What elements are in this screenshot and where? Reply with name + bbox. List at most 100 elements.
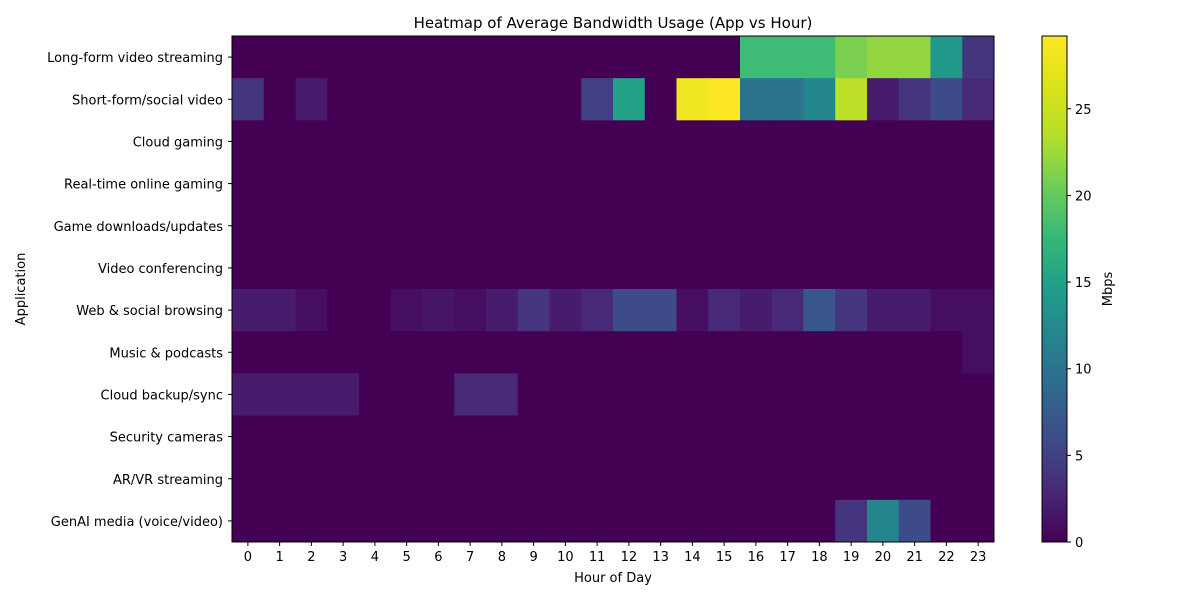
heatmap-cell <box>867 120 900 163</box>
heatmap-cell <box>835 457 868 501</box>
heatmap-cell <box>613 415 646 459</box>
heatmap-cell <box>644 204 677 248</box>
heatmap-cell <box>930 120 963 163</box>
heatmap-cell <box>581 120 614 163</box>
x-tick-label: 6 <box>434 550 442 565</box>
heatmap-cell <box>517 457 550 501</box>
heatmap-cell <box>581 499 614 543</box>
heatmap-cell <box>295 499 328 543</box>
heatmap-cell <box>740 415 773 459</box>
heatmap-cell <box>422 246 455 290</box>
heatmap-cell <box>676 499 709 543</box>
heatmap-cell <box>486 331 519 374</box>
heatmap-cell <box>644 289 677 332</box>
colorbar-ticks: 0 5 10 15 20 25 <box>1067 103 1092 551</box>
heatmap-cell <box>232 120 265 163</box>
x-tick-label: 7 <box>466 550 474 565</box>
heatmap-cell <box>327 162 360 206</box>
heatmap-cells <box>232 36 995 543</box>
heatmap-cell <box>581 246 614 290</box>
heatmap-cell <box>295 415 328 459</box>
heatmap-cell <box>740 162 773 206</box>
heatmap-cell <box>771 331 804 374</box>
heatmap-cell <box>422 120 455 163</box>
heatmap-cell <box>486 36 519 79</box>
heatmap-cell <box>962 162 995 206</box>
heatmap-cell <box>930 78 963 121</box>
heatmap-cell <box>549 246 582 290</box>
heatmap-cell <box>803 78 836 121</box>
y-tick-label: AR/VR streaming <box>113 473 223 488</box>
heatmap-cell <box>771 289 804 332</box>
heatmap-cell <box>803 415 836 459</box>
heatmap-cell <box>962 499 995 543</box>
heatmap-cell <box>549 457 582 501</box>
heatmap-cell <box>295 331 328 374</box>
heatmap-cell <box>549 415 582 459</box>
heatmap-cell <box>898 373 931 416</box>
heatmap-cell <box>359 246 392 290</box>
heatmap-cell <box>486 373 519 416</box>
heatmap-cell <box>232 36 265 79</box>
heatmap-cell <box>676 204 709 248</box>
heatmap-cell <box>517 246 550 290</box>
heatmap-cell <box>517 331 550 374</box>
heatmap-cell <box>708 204 741 248</box>
colorbar-tick-label: 20 <box>1075 189 1092 204</box>
heatmap-cell <box>359 78 392 121</box>
heatmap-cell <box>644 120 677 163</box>
chart-title: Heatmap of Average Bandwidth Usage (App … <box>414 14 813 32</box>
x-tick-label: 12 <box>621 550 638 565</box>
heatmap-cell <box>867 162 900 206</box>
heatmap-cell <box>898 78 931 121</box>
x-tick-label: 8 <box>498 550 506 565</box>
heatmap-cell <box>327 373 360 416</box>
heatmap-cell <box>454 36 487 79</box>
heatmap-cell <box>517 499 550 543</box>
heatmap-cell <box>613 289 646 332</box>
heatmap-cell <box>454 331 487 374</box>
heatmap-cell <box>930 415 963 459</box>
y-tick-label: Security cameras <box>110 431 224 446</box>
heatmap-cell <box>740 204 773 248</box>
heatmap-cell <box>930 457 963 501</box>
heatmap-cell <box>676 162 709 206</box>
heatmap-cell <box>549 78 582 121</box>
heatmap-cell <box>327 289 360 332</box>
heatmap-cell <box>867 204 900 248</box>
heatmap-cell <box>613 78 646 121</box>
heatmap-cell <box>803 499 836 543</box>
heatmap-cell <box>898 415 931 459</box>
x-tick-label: 11 <box>589 550 606 565</box>
heatmap-cell <box>359 457 392 501</box>
heatmap-cell <box>486 204 519 248</box>
heatmap-cell <box>835 36 868 79</box>
heatmap-cell <box>644 415 677 459</box>
heatmap-cell <box>263 162 296 206</box>
x-tick-label: 10 <box>557 550 574 565</box>
heatmap-cell <box>390 78 423 121</box>
heatmap-cell <box>517 415 550 459</box>
heatmap-cell <box>771 415 804 459</box>
heatmap-cell <box>390 373 423 416</box>
heatmap-cell <box>708 373 741 416</box>
x-tick-label: 13 <box>652 550 669 565</box>
colorbar-tick-label: 25 <box>1075 103 1092 118</box>
heatmap-cell <box>803 246 836 290</box>
heatmap-cell <box>232 162 265 206</box>
x-tick-label: 16 <box>748 550 765 565</box>
heatmap-cell <box>898 204 931 248</box>
heatmap-cell <box>771 36 804 79</box>
heatmap-cell <box>835 415 868 459</box>
heatmap-cell <box>771 373 804 416</box>
heatmap-cell <box>867 415 900 459</box>
heatmap-cell <box>327 36 360 79</box>
heatmap-cell <box>390 499 423 543</box>
heatmap-cell <box>390 289 423 332</box>
heatmap-cell <box>390 331 423 374</box>
heatmap-cell <box>422 78 455 121</box>
heatmap-cell <box>390 120 423 163</box>
heatmap-cell <box>708 36 741 79</box>
colorbar-tick-label: 0 <box>1075 536 1083 551</box>
heatmap-cell <box>708 499 741 543</box>
